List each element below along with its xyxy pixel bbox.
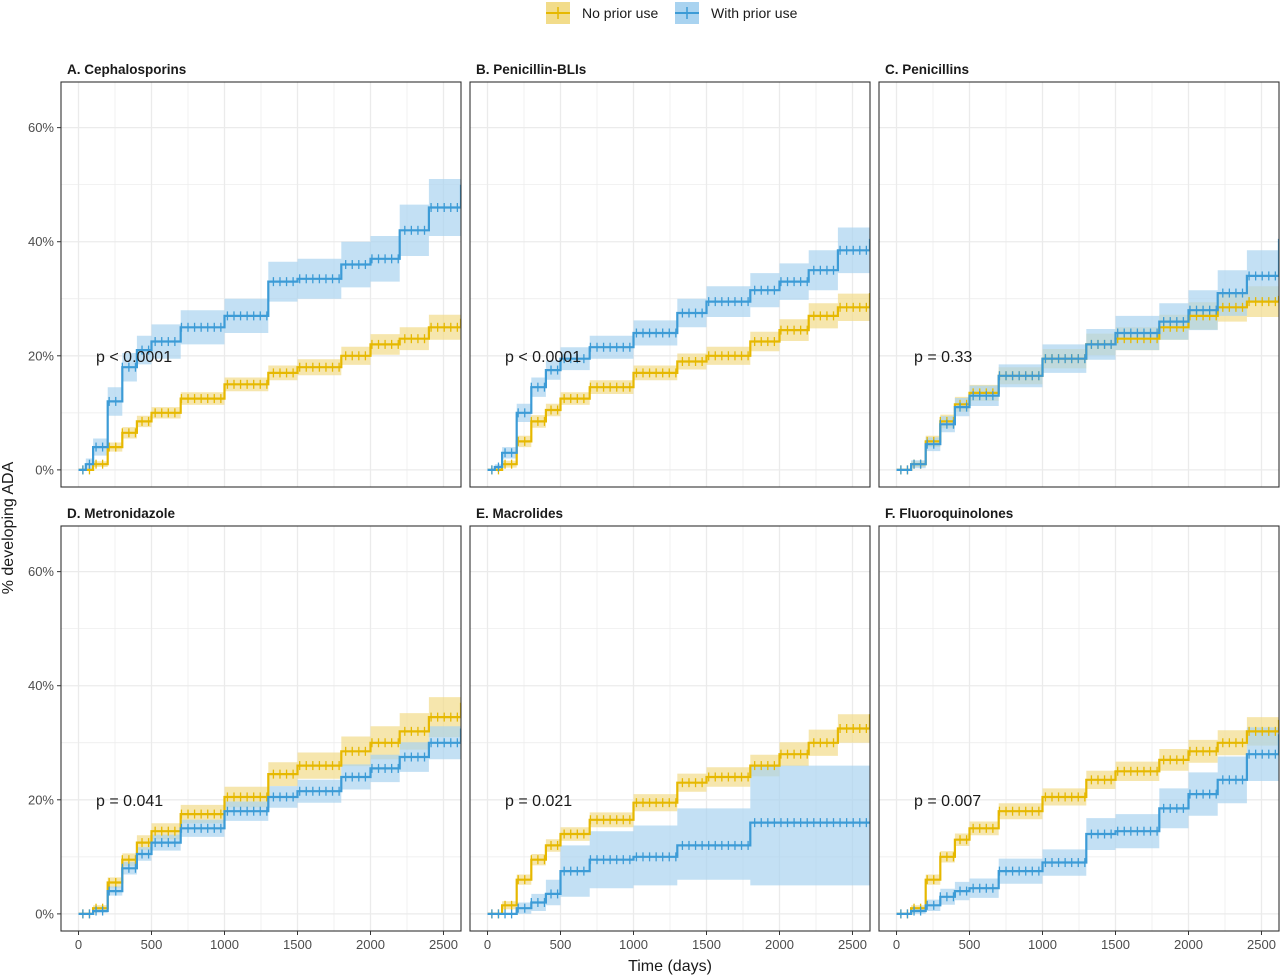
panel-penicillins-ci-band-with-prior: [896, 210, 1279, 470]
panel-cephalosporins-line-with-prior: [78, 184, 461, 471]
panel-metronidazole-x-tick-label: 1000: [210, 937, 239, 952]
panel-penicillins-border: [878, 81, 1280, 488]
panel-metronidazole-y-tick-label: 20%: [28, 792, 54, 807]
panel-macrolides-x-tick-label: 1000: [619, 937, 648, 952]
panel-metronidazole-x-tick-label: 0: [75, 937, 82, 952]
panel-fluoroquinolones-x-tick-label: 0: [893, 937, 900, 952]
panel-metronidazole-line-no-prior: [78, 702, 461, 915]
panel-penicillin-blis-line-with-prior: [487, 238, 870, 471]
panel-macrolides: E. Macrolides p = 0.021 0 500 1000 1500 2000 25…: [469, 506, 871, 952]
panel-fluoroquinolones-x-tick-label: 1500: [1101, 937, 1130, 952]
panel-macrolides-x-tick-label: 2500: [838, 937, 867, 952]
panel-penicillin-blis: B. Penicillin-BLIs p < 0.0001: [469, 62, 871, 488]
panel-cephalosporins-pvalue: p < 0.0001: [96, 349, 172, 366]
panel-cephalosporins-y-tick-label: 60%: [28, 120, 54, 135]
panel-penicillin-blis-pvalue: p < 0.0001: [505, 349, 581, 366]
panel-macrolides-border: [469, 525, 871, 932]
panel-macrolides-pvalue: p = 0.021: [505, 793, 572, 810]
panel-metronidazole-y-tick-label: 60%: [28, 564, 54, 579]
legend-label-with-prior-use: With prior use: [711, 5, 798, 21]
panel-macrolides-x-tick-label: 1500: [692, 937, 721, 952]
legend-item-no-prior-use: No prior use: [546, 2, 658, 24]
panel-metronidazole-x-tick-label: 1500: [283, 937, 312, 952]
panel-penicillins: C. Penicillins p = 0.33: [878, 62, 1280, 488]
y-axis-label: % developing ADA: [0, 461, 17, 594]
panel-macrolides-x-tick-label: 500: [550, 937, 572, 952]
panel-macrolides-title: E. Macrolides: [476, 506, 563, 521]
panel-penicillins-title: C. Penicillins: [885, 62, 969, 77]
panel-metronidazole-line-with-prior: [78, 728, 461, 915]
panels: A. Cephalosporins p < 0.0001 0% 20% 40% 60% B.…: [28, 62, 1280, 952]
panel-penicillin-blis-title: B. Penicillin-BLIs: [476, 62, 586, 77]
panel-metronidazole-ci-band-with-prior: [78, 710, 461, 914]
panel-fluoroquinolones-x-tick-label: 1000: [1028, 937, 1057, 952]
panel-fluoroquinolones-ci-band-with-prior: [896, 700, 1279, 914]
panel-cephalosporins-border: [60, 81, 462, 488]
panel-macrolides-x-tick-label: 2000: [765, 937, 794, 952]
panel-metronidazole-border: [60, 525, 462, 932]
panel-fluoroquinolones: F. Fluoroquinolones p = 0.007 0 500 1000 1500…: [878, 506, 1280, 952]
panel-macrolides-x-tick-label: 0: [484, 937, 491, 952]
panel-macrolides-data: [487, 697, 870, 919]
panel-macrolides-ci-band-with-prior: [487, 765, 870, 914]
panel-cephalosporins: A. Cephalosporins p < 0.0001 0% 20% 40% 60%: [28, 62, 462, 488]
panel-fluoroquinolones-line-with-prior: [896, 734, 1279, 915]
legend-label-no-prior-use: No prior use: [582, 5, 658, 21]
legend-item-with-prior-use: With prior use: [675, 2, 798, 24]
panel-metronidazole-y-tick-label: 40%: [28, 678, 54, 693]
panel-cephalosporins-title: A. Cephalosporins: [67, 62, 186, 77]
panel-metronidazole-x-tick-label: 2500: [429, 937, 458, 952]
panel-penicillins-data: [896, 210, 1279, 475]
panel-penicillins-pvalue: p = 0.33: [914, 349, 972, 366]
panel-metronidazole-y-tick-label: 0%: [35, 906, 54, 921]
panel-fluoroquinolones-x-tick-label: 2500: [1247, 937, 1276, 952]
legend: No prior use With prior use: [546, 2, 798, 24]
panel-penicillin-blis-ci-band-with-prior: [487, 210, 870, 470]
panel-metronidazole-pvalue: p = 0.041: [96, 793, 163, 810]
panel-cephalosporins-line-no-prior: [78, 318, 461, 471]
panel-fluoroquinolones-data: [896, 700, 1279, 919]
panel-metronidazole-data: [78, 677, 461, 919]
panel-cephalosporins-data: [78, 150, 461, 475]
panel-cephalosporins-y-tick-label: 40%: [28, 234, 54, 249]
panel-fluoroquinolones-border: [878, 525, 1280, 932]
panel-fluoroquinolones-x-tick-label: 2000: [1174, 937, 1203, 952]
x-axis-label: Time (days): [628, 958, 712, 975]
panel-fluoroquinolones-x-tick-label: 500: [959, 937, 981, 952]
panel-metronidazole: D. Metronidazole p = 0.041 0% 20% 40% 60% 0 500…: [28, 506, 462, 952]
panel-cephalosporins-y-tick-label: 0%: [35, 462, 54, 477]
panel-metronidazole-x-tick-label: 500: [141, 937, 163, 952]
panel-penicillins-line-with-prior: [896, 238, 1279, 471]
panel-fluoroquinolones-pvalue: p = 0.007: [914, 793, 981, 810]
panel-fluoroquinolones-line-no-prior: [896, 719, 1279, 915]
panel-macrolides-line-no-prior: [487, 714, 870, 915]
panel-metronidazole-x-tick-label: 2000: [356, 937, 385, 952]
panel-metronidazole-title: D. Metronidazole: [67, 506, 175, 521]
panel-penicillin-blis-data: [487, 210, 870, 475]
panel-penicillin-blis-border: [469, 81, 871, 488]
panel-cephalosporins-y-tick-label: 20%: [28, 348, 54, 363]
panel-fluoroquinolones-title: F. Fluoroquinolones: [885, 506, 1013, 521]
